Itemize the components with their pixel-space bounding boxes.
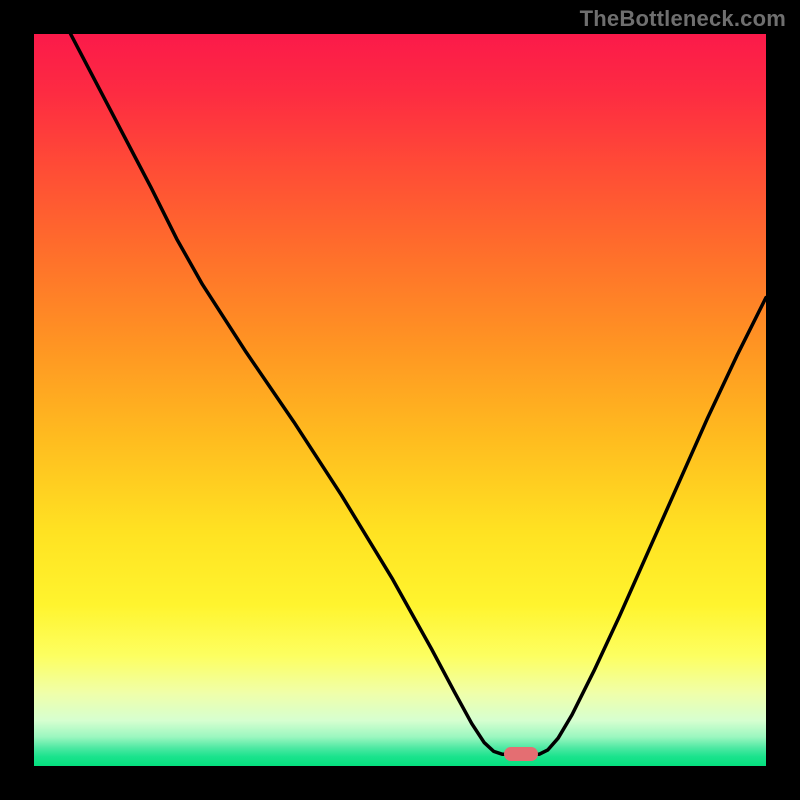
plot-area (34, 34, 766, 766)
background-gradient (34, 34, 766, 766)
min-marker (504, 747, 538, 761)
watermark-text: TheBottleneck.com (580, 6, 786, 32)
chart-outer: TheBottleneck.com (0, 0, 800, 800)
